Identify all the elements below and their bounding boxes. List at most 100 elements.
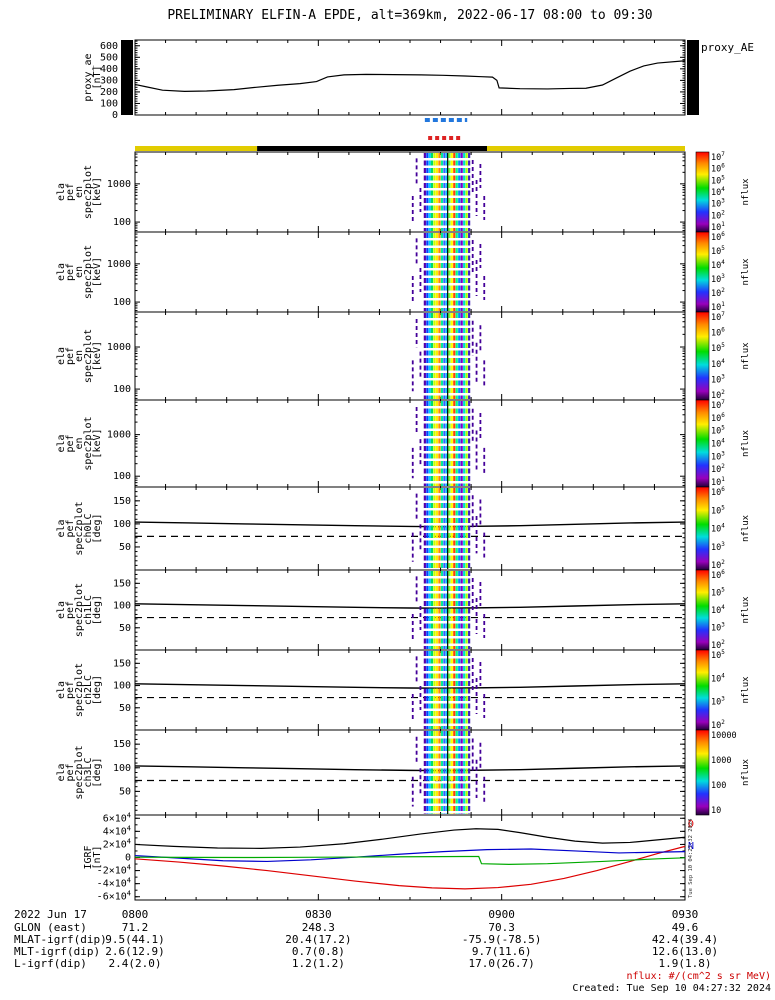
panel-border-ela_pef_en_spec2plot_a [134, 151, 686, 233]
y-axis-title: ela [56, 263, 67, 281]
colorbar [695, 649, 710, 731]
panel-border-ela_pef_en_spec2plot_c [134, 311, 686, 401]
y-axis-title: ela [56, 183, 67, 201]
y-tick-label: 0 [112, 110, 118, 121]
colorbar-units-label: nflux [741, 429, 751, 457]
ephemeris-value: 20.4(17.2) [285, 933, 352, 946]
y-axis-title: ch1LC [83, 595, 94, 625]
y-axis-title: [nT] [92, 65, 103, 89]
ephemeris-value: 9.7(11.6) [471, 945, 532, 958]
colorbar-tick-label: 102 [711, 463, 725, 475]
ephemeris-value: 70.3 [488, 921, 515, 934]
y-axis-title: ch0LC [83, 513, 94, 543]
y-tick-label: 1000 [107, 179, 131, 190]
ephemeris-value: 1.9(1.8) [658, 957, 712, 970]
panel-border-ela_pef_spec2plot_ch2LC [134, 649, 686, 731]
colorbar-tick-label: 106 [711, 163, 725, 175]
colorbar [695, 486, 710, 571]
y-tick-label: 100 [100, 98, 118, 109]
colorbar-units-label: nflux [741, 758, 751, 786]
y-tick-label: 50 [119, 542, 131, 553]
y-axis-title: ela [56, 601, 67, 619]
date-label: 2022 Jun 17 [14, 908, 87, 921]
y-axis-title: spec2plot [74, 501, 85, 555]
y-axis-title: [nT] [92, 845, 103, 869]
y-tick-label: 50 [119, 703, 131, 714]
x-tick-label: 0930 [671, 908, 699, 921]
x-tick-label: 0900 [488, 908, 515, 921]
ephemeris-row-label: L-igrf(dip) [14, 957, 87, 970]
colorbar-tick-label: 102 [711, 287, 725, 299]
ephemeris-value: 2.4(2.0) [108, 957, 162, 970]
colorbar-tick-label: 104 [711, 523, 725, 535]
colorbar-tick-label: 102 [711, 209, 725, 221]
panel-border-ela_pef_spec2plot_ch1LC [134, 569, 686, 651]
y-tick-label: 100 [113, 763, 131, 774]
colorbar-tick-label: 107 [711, 151, 725, 163]
vertical-watermark: Tue Sep 10 04:27:32 2024 [688, 818, 694, 898]
colorbar-tick-label: 102 [711, 559, 725, 571]
y-tick-label: 150 [113, 496, 131, 507]
y-axis-title: ela [56, 763, 67, 781]
colorbar-tick-label: 103 [711, 450, 725, 462]
y-tick-label: 100 [113, 681, 131, 692]
y-tick-label: 400 [100, 64, 118, 75]
y-axis-title: pef [65, 601, 76, 619]
y-axis-title: spec2plot [74, 745, 85, 799]
igrf-component-label-N: N [688, 841, 694, 852]
y-axis-title: pef [65, 183, 76, 201]
nflux-units-note: nflux: #/(cm^2 s sr MeV) [626, 971, 772, 982]
y-tick-label: 100 [113, 297, 131, 308]
y-tick-label: 600 [100, 41, 118, 52]
y-tick-label: 50 [119, 786, 131, 797]
colorbar [695, 569, 710, 651]
colorbar-units-label: nflux [741, 258, 751, 286]
colorbar-tick-label: 106 [711, 231, 725, 243]
y-axis-title: [keV] [92, 177, 103, 207]
y-tick-label: 100 [113, 519, 131, 530]
y-axis-title: en [74, 186, 85, 198]
colorbar-units-label: nflux [741, 178, 751, 206]
y-axis-title: [keV] [92, 257, 103, 287]
panel-border-ela_pef_spec2plot_ch0LC [134, 486, 686, 571]
y-axis-title: pef [65, 763, 76, 781]
y-axis-title: spec2plot [83, 329, 94, 383]
y-tick-label: 2×104 [103, 837, 131, 850]
ephemeris-value: 248.3 [301, 921, 335, 934]
colorbar-tick-label: 1000 [711, 756, 731, 766]
y-axis-title: en [74, 350, 85, 362]
ephemeris-row-label: MLAT-igrf(dip) [14, 933, 107, 946]
colorbar-tick-label: 102 [711, 719, 725, 731]
y-axis-title: [keV] [92, 341, 103, 371]
y-axis-title: [deg] [92, 675, 103, 705]
colorbar-tick-label: 10000 [711, 731, 737, 741]
ephemeris-value: 71.2 [121, 921, 149, 934]
y-tick-label: 150 [113, 658, 131, 669]
x-tick-label: 0830 [305, 908, 332, 921]
availability-bar-segment [257, 146, 487, 151]
y-axis-title: pef [65, 434, 76, 452]
series-igrf-total-black [134, 828, 686, 849]
y-axis-title: ch3LC [83, 757, 94, 787]
y-axis-title: ch2LC [83, 675, 94, 705]
availability-bar-segment [135, 146, 258, 151]
colorbar-tick-label: 101 [711, 301, 725, 313]
y-tick-label: 100 [113, 471, 131, 482]
loss-cone-line [134, 683, 686, 689]
colorbar-tick-label: 103 [711, 273, 725, 285]
y-tick-label: 1000 [107, 342, 131, 353]
y-tick-label: -4×104 [97, 877, 131, 890]
colorbar-tick-label: 105 [711, 342, 725, 354]
availability-bar-segment [487, 146, 685, 151]
colorbar [695, 151, 710, 233]
colorbar-tick-label: 104 [711, 358, 725, 370]
y-axis-title: spec2plot [74, 583, 85, 637]
y-axis-title: spec2plot [83, 416, 94, 470]
colorbar-tick-label: 103 [711, 696, 725, 708]
colorbar-units-label: nflux [741, 514, 751, 542]
y-axis-title: pef [65, 263, 76, 281]
series-igrf-n-blue [134, 848, 686, 863]
loss-cone-line [134, 603, 686, 609]
y-tick-label: 1000 [107, 259, 131, 270]
